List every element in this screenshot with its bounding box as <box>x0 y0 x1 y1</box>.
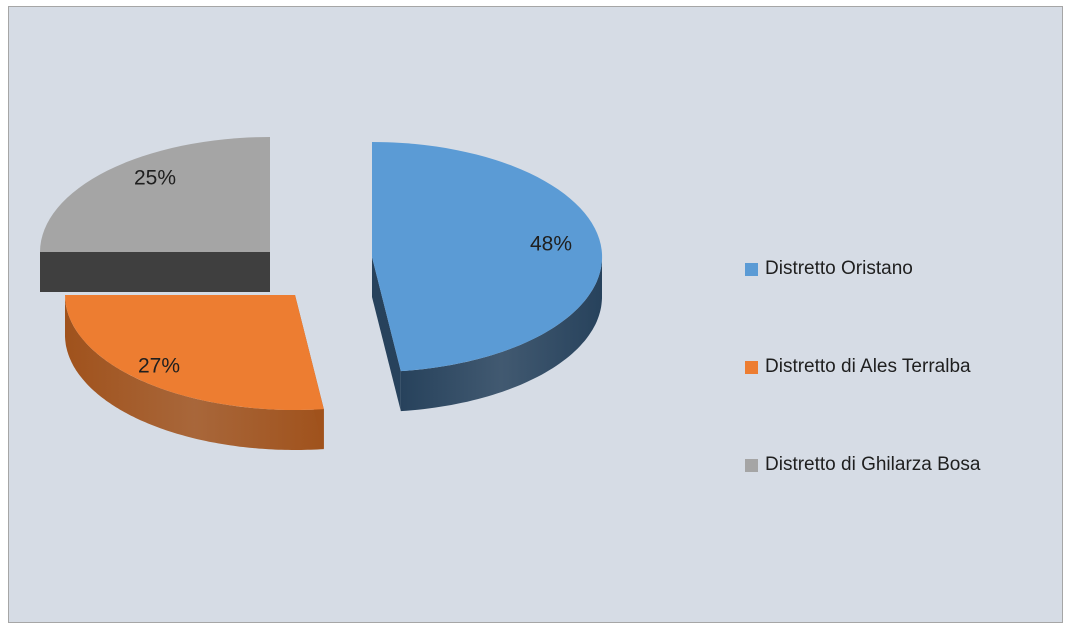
pie-slice-ghilarza-bosa <box>40 137 270 292</box>
legend-swatch-ghilarza-bosa <box>745 458 758 472</box>
pie-slice-oristano <box>372 142 603 412</box>
data-label-ghilarza-bosa: 25% <box>134 167 176 190</box>
pie-slice-cut-ghilarza-bosa <box>40 252 270 292</box>
pie-slice-cut-oristano <box>372 257 401 412</box>
legend-label-ghilarza-bosa: Distretto di Ghilarza Bosa <box>765 454 981 475</box>
legend-swatch-ales-terralba <box>745 360 758 374</box>
data-label-ales-terralba: 27% <box>138 355 180 378</box>
pie-slice-side-oristano <box>400 258 602 412</box>
pie-slice-top-ghilarza-bosa <box>40 137 270 252</box>
legend-label-ales-terralba: Distretto di Ales Terralba <box>765 356 971 377</box>
pie-slice-top-ales-terralba <box>65 295 324 411</box>
pie-slice-side-ales-terralba <box>65 295 324 450</box>
legend-label-oristano: Distretto Oristano <box>765 258 913 279</box>
pie-slice-ales-terralba <box>65 295 324 450</box>
legend-item-oristano: Distretto Oristano <box>745 258 913 280</box>
legend-item-ghilarza-bosa: Distretto di Ghilarza Bosa <box>745 454 980 476</box>
data-label-oristano: 48% <box>530 233 572 256</box>
legend-swatch-oristano <box>745 262 758 276</box>
legend-item-ales-terralba: Distretto di Ales Terralba <box>745 356 971 378</box>
pie-slice-top-oristano <box>372 142 603 372</box>
